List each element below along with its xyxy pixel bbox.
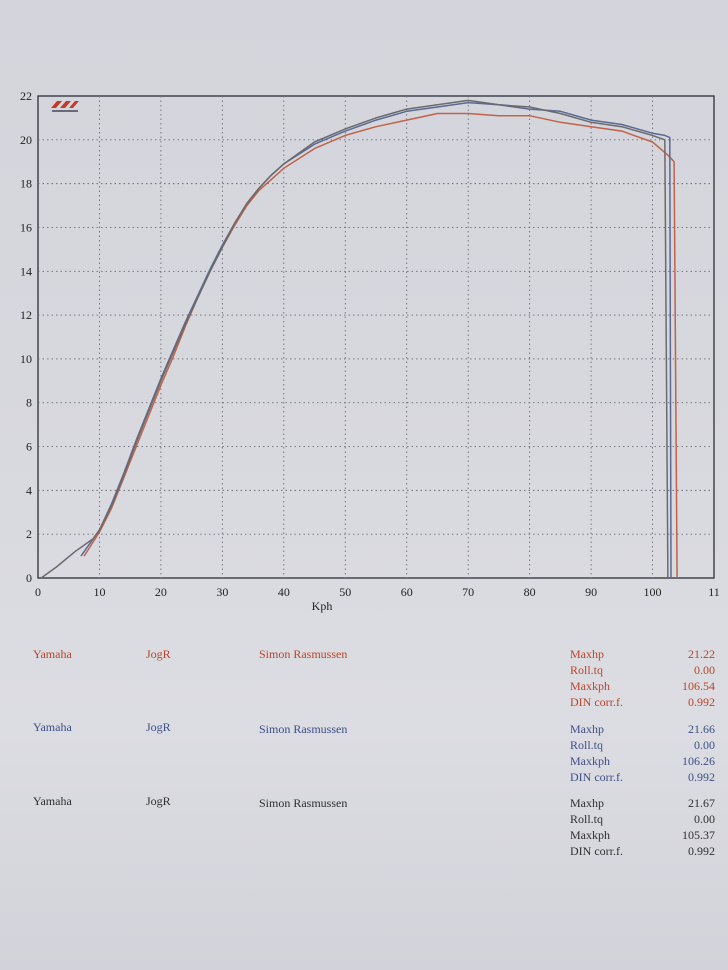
stat-value: 0.992 <box>688 844 715 858</box>
run-model: JogR <box>146 647 171 661</box>
run-make: Yamaha <box>33 720 72 734</box>
stat-label: Maxkph <box>570 679 610 693</box>
x-tick-label: 20 <box>155 585 167 599</box>
stat-value: 0.00 <box>694 738 715 752</box>
x-tick-label: 0 <box>35 585 41 599</box>
y-tick-label: 2 <box>26 527 32 541</box>
x-tick-label: 50 <box>339 585 351 599</box>
y-tick-label: 8 <box>26 396 32 410</box>
y-tick-label: 16 <box>20 220 32 234</box>
dyno-chart: 0 10 20 30 40 50 60 70 80 90 100 110246810121416182… <box>20 89 720 613</box>
run-block: Yamaha JogR Simon Rasmussen Maxhp 21.22 … <box>0 647 728 737</box>
stat-label: Maxkph <box>570 828 610 842</box>
stat-label: Roll.tq <box>570 738 604 752</box>
run-model: JogR <box>146 794 171 808</box>
y-tick-label: 22 <box>20 89 32 103</box>
stat-value: 106.26 <box>682 754 715 768</box>
stat-label: Maxhp <box>570 647 604 661</box>
series-line-1 <box>83 112 678 579</box>
run-rider: Simon Rasmussen <box>259 796 348 810</box>
x-tick-label: 70 <box>462 585 474 599</box>
series-line-3 <box>40 99 669 579</box>
stat-label: DIN corr.f. <box>570 695 623 709</box>
run-model: JogR <box>146 720 171 734</box>
stat-value: 0.00 <box>694 663 715 677</box>
x-tick-label: 90 <box>585 585 597 599</box>
y-tick-label: 6 <box>26 440 32 454</box>
y-tick-label: 12 <box>20 308 32 322</box>
stat-label: Roll.tq <box>570 812 604 826</box>
run-block: Yamaha JogR Simon Rasmussen Maxhp 21.67 … <box>0 794 728 884</box>
stat-value: 105.37 <box>682 828 715 842</box>
run-rider: Simon Rasmussen <box>259 647 348 661</box>
y-tick-label: 18 <box>20 177 32 191</box>
x-tick-label: 30 <box>216 585 228 599</box>
stat-label: Maxhp <box>570 796 604 810</box>
y-tick-label: 4 <box>26 483 32 497</box>
stat-value: 0.992 <box>688 770 715 784</box>
stat-label: Roll.tq <box>570 663 604 677</box>
x-tick-label: 40 <box>278 585 290 599</box>
grid <box>38 96 714 578</box>
run-rider: Simon Rasmussen <box>259 722 348 736</box>
x-tick-label: 11 <box>708 585 720 599</box>
plot-area <box>37 95 715 579</box>
stat-label: DIN corr.f. <box>570 844 623 858</box>
stat-value: 0.00 <box>694 812 715 826</box>
x-tick-label: 80 <box>524 585 536 599</box>
stat-value: 0.992 <box>688 695 715 709</box>
x-tick-label: 100 <box>644 585 662 599</box>
y-tick-label: 0 <box>26 571 32 585</box>
x-tick-label: 60 <box>401 585 413 599</box>
stat-value: 106.54 <box>682 679 715 693</box>
stat-value: 21.66 <box>688 722 715 736</box>
series-lines <box>40 99 678 579</box>
stat-label: DIN corr.f. <box>570 770 623 784</box>
stat-value: 21.67 <box>688 796 715 810</box>
run-make: Yamaha <box>33 647 72 661</box>
y-tick-label: 20 <box>20 133 32 147</box>
stat-value: 21.22 <box>688 647 715 661</box>
run-make: Yamaha <box>33 794 72 808</box>
stat-label: Maxkph <box>570 754 610 768</box>
x-tick-label: 10 <box>93 585 105 599</box>
x-axis-label: Kph <box>312 599 333 613</box>
y-tick-label: 10 <box>20 352 32 366</box>
tick-labels: 0 10 20 30 40 50 60 70 80 90 100 110246810121416182… <box>20 89 720 599</box>
logo <box>51 101 79 112</box>
stat-label: Maxhp <box>570 722 604 736</box>
run-block: Yamaha JogR Simon Rasmussen Maxhp 21.66 … <box>0 720 728 810</box>
y-tick-label: 14 <box>20 264 32 278</box>
